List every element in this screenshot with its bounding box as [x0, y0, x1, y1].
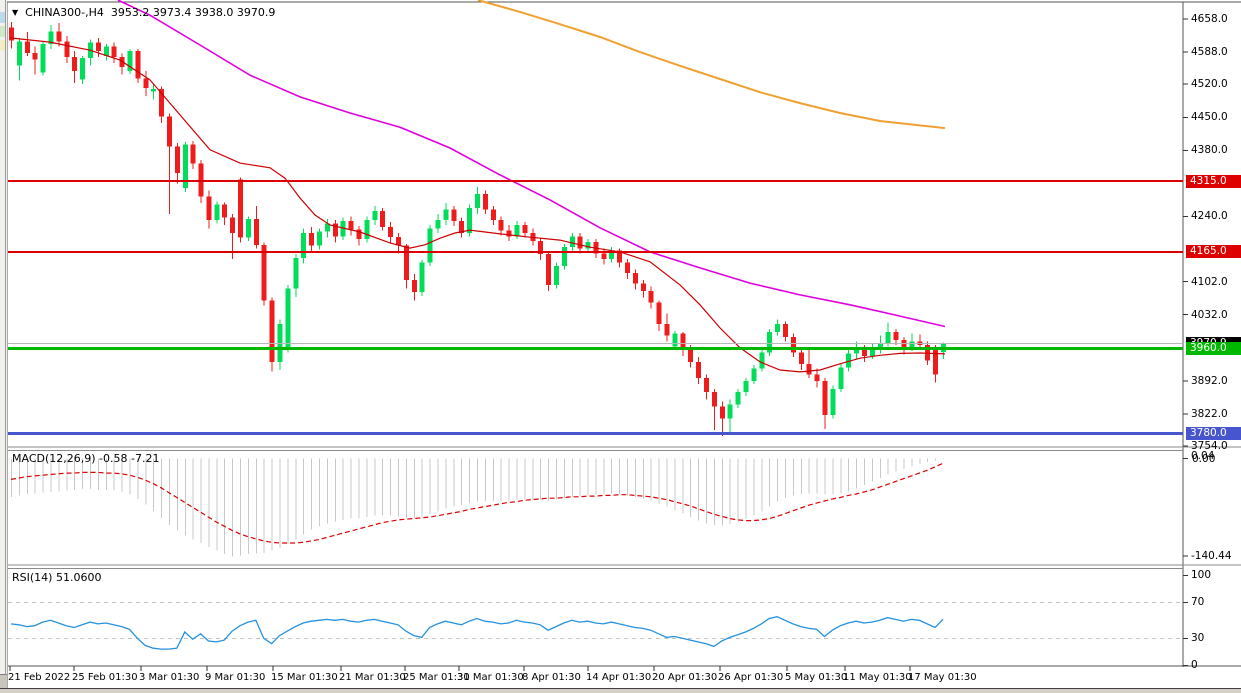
time-axis-tick-label: 21 Feb 2022 — [8, 672, 71, 683]
time-axis-tick-label: 15 Mar 01:30 — [271, 672, 338, 683]
time-axis-tick-label: 11 May 01:30 — [843, 672, 912, 683]
rsi-axis-tick-label: 0 — [1191, 659, 1198, 671]
rsi-name: RSI(14) — [12, 571, 53, 584]
close-value: 3970.9 — [236, 6, 276, 19]
chart-title-bar: ▼ CHINA300-,H4 3953.2 3973.4 3938.0 3970.… — [12, 6, 275, 19]
time-axis-tick-label: 25 Feb 01:30 — [72, 672, 138, 683]
price-axis-tick-label: 3754.0 — [1191, 440, 1228, 452]
hline-price-label: 3780.0 — [1186, 427, 1241, 440]
macd-axis-zero-label: 0.00 — [1192, 453, 1216, 465]
time-axis-tick-label: 21 Mar 01:30 — [339, 672, 406, 683]
rsi-axis-tick-label: 100 — [1191, 569, 1212, 581]
price-axis-tick-label: 4032.0 — [1191, 309, 1228, 321]
time-axis-tick-label: 26 Apr 01:30 — [718, 672, 784, 683]
low-value: 3938.0 — [194, 6, 234, 19]
time-axis-tick-label: 17 May 01:30 — [908, 672, 977, 683]
hline-price-label: 4165.0 — [1186, 245, 1241, 258]
price-axis-tick-label: 4102.0 — [1191, 276, 1228, 288]
time-axis-tick-label: 3 Mar 01:30 — [139, 672, 200, 683]
price-axis-tick-label: 4588.0 — [1191, 46, 1228, 58]
hline-price-label: 4315.0 — [1186, 175, 1241, 188]
time-axis-tick-label: 9 Mar 01:30 — [205, 672, 266, 683]
open-value: 3953.2 — [110, 6, 150, 19]
macd-values: -0.58 -7.21 — [99, 452, 160, 465]
rsi-indicator-label: RSI(14) 51.0600 — [12, 571, 101, 584]
time-axis-tick-label: 14 Apr 01:30 — [586, 672, 652, 683]
rsi-axis-tick-label: 30 — [1191, 632, 1205, 644]
price-axis-tick-label: 4520.0 — [1191, 78, 1228, 90]
macd-indicator-label: MACD(12,26,9) -0.58 -7.21 — [12, 452, 159, 465]
adjacent-window-edge — [0, 0, 7, 693]
macd-axis-max-label: 0.04 — [1191, 450, 1215, 462]
time-axis-tick-label: 5 May 01:30 — [785, 672, 848, 683]
price-axis-tick-label: 3892.0 — [1191, 375, 1228, 387]
time-axis-tick-label: 20 Apr 01:30 — [652, 672, 718, 683]
price-axis-tick-label: 3822.0 — [1191, 408, 1228, 420]
time-axis-tick-label: 31 Mar 01:30 — [457, 672, 524, 683]
rsi-axis-tick-label: 70 — [1191, 596, 1205, 608]
macd-name: MACD(12,26,9) — [12, 452, 96, 465]
chevron-down-icon[interactable]: ▼ — [12, 8, 19, 17]
window-bottom-border — [0, 688, 1241, 693]
hline-price-label: 3960.0 — [1186, 342, 1241, 355]
window-resize-corner — [0, 674, 7, 688]
time-axis-tick-label: 8 Apr 01:30 — [522, 672, 581, 683]
macd-axis-min-label: -140.44 — [1191, 550, 1232, 562]
price-axis-tick-label: 4658.0 — [1191, 13, 1228, 25]
time-axis-tick-label: 25 Mar 01:30 — [403, 672, 470, 683]
price-axis-tick-label: 4240.0 — [1191, 210, 1228, 222]
rsi-value: 51.0600 — [55, 571, 102, 584]
price-axis-tick-label: 4450.0 — [1191, 111, 1228, 123]
symbol-period-label: CHINA300-,H4 — [25, 6, 104, 19]
high-value: 3973.4 — [152, 6, 192, 19]
price-axis-tick-label: 4380.0 — [1191, 144, 1228, 156]
